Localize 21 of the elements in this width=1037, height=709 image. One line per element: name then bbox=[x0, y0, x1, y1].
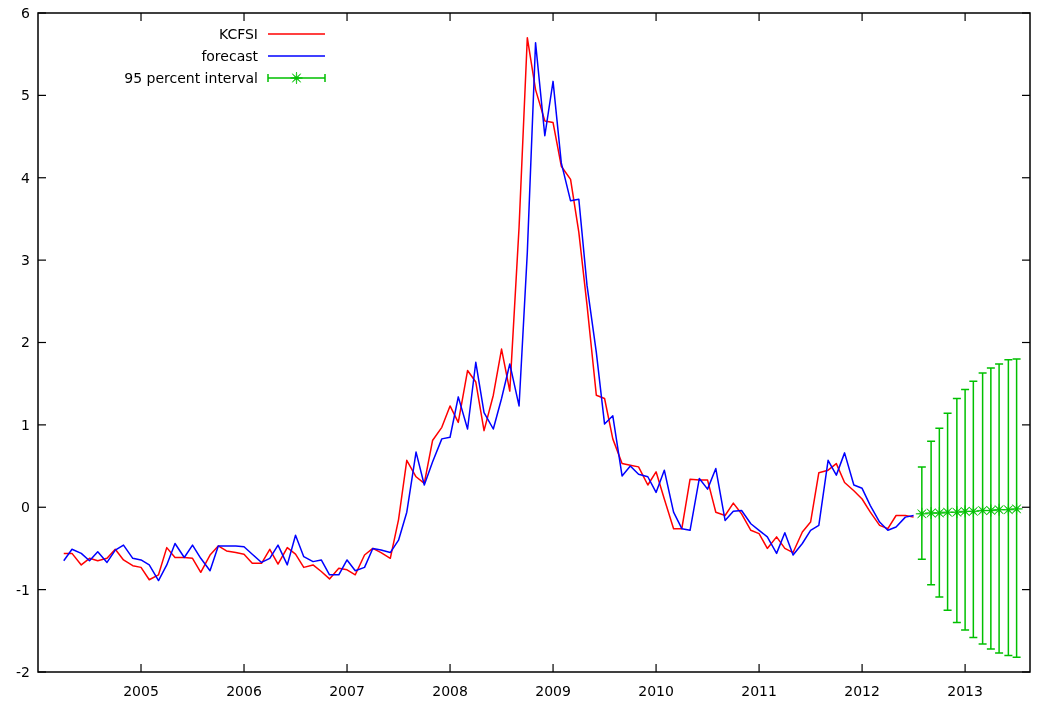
y-tick-label: -1 bbox=[16, 581, 30, 598]
y-tick-label: 5 bbox=[21, 87, 30, 104]
y-tick-label: 2 bbox=[21, 334, 30, 351]
x-tick-label: 2008 bbox=[432, 683, 468, 699]
x-tick-label: 2013 bbox=[947, 683, 983, 699]
x-tick-label: 2009 bbox=[535, 683, 571, 699]
legend-label: KCFSI bbox=[218, 25, 258, 42]
x-tick-label: 2006 bbox=[226, 683, 262, 699]
y-tick-label: 1 bbox=[21, 416, 30, 433]
x-tick-label: 2007 bbox=[329, 683, 365, 699]
x-tick-label: 2011 bbox=[741, 683, 777, 699]
y-tick-label: 4 bbox=[21, 169, 31, 186]
x-tick-label: 2005 bbox=[123, 683, 159, 699]
legend-label: 95 percent interval bbox=[124, 69, 258, 86]
y-tick-label: 0 bbox=[21, 499, 30, 516]
y-tick-label: -2 bbox=[16, 663, 30, 680]
y-tick-label: 6 bbox=[21, 4, 31, 21]
x-tick-label: 2010 bbox=[638, 683, 674, 699]
legend-label: forecast bbox=[201, 47, 259, 64]
y-tick-label: 3 bbox=[21, 252, 30, 269]
x-tick-label: 2012 bbox=[844, 683, 880, 699]
